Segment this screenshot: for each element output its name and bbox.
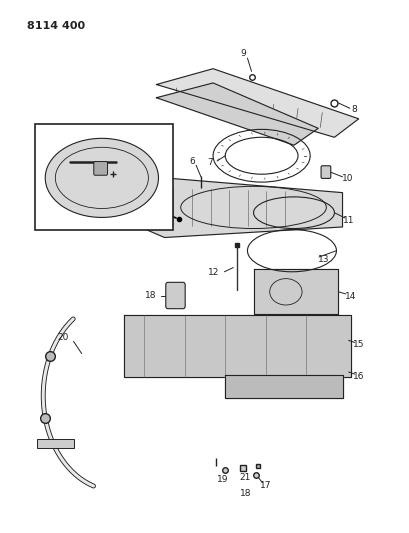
Text: 21: 21	[238, 473, 250, 482]
Text: 13: 13	[317, 255, 329, 264]
Text: 4: 4	[122, 176, 127, 185]
Text: 11: 11	[342, 215, 354, 224]
Ellipse shape	[45, 139, 158, 217]
Text: 8114 400: 8114 400	[27, 21, 85, 31]
Text: 18: 18	[239, 489, 251, 498]
Polygon shape	[156, 83, 317, 145]
Text: 18: 18	[145, 291, 156, 300]
Bar	[37, 439, 73, 448]
Text: 5: 5	[123, 191, 128, 200]
Text: 14: 14	[344, 292, 355, 301]
FancyBboxPatch shape	[320, 166, 330, 179]
FancyBboxPatch shape	[165, 282, 185, 309]
Polygon shape	[156, 69, 358, 138]
Text: 8: 8	[350, 105, 356, 114]
Text: 3: 3	[115, 161, 120, 169]
Polygon shape	[225, 375, 342, 398]
Text: 17: 17	[259, 481, 271, 490]
Text: 20: 20	[57, 333, 68, 342]
Text: 7: 7	[207, 158, 213, 167]
Text: 6: 6	[189, 157, 194, 166]
Text: 15: 15	[352, 340, 364, 349]
FancyBboxPatch shape	[94, 161, 107, 175]
Polygon shape	[124, 315, 350, 377]
Bar	[35, 124, 172, 230]
Polygon shape	[253, 269, 338, 314]
Text: 1: 1	[43, 154, 48, 163]
Text: 9: 9	[240, 50, 246, 59]
Text: 12: 12	[208, 268, 219, 277]
Text: 10: 10	[341, 174, 352, 183]
Text: 16: 16	[352, 372, 364, 381]
Text: 2: 2	[90, 144, 95, 153]
Polygon shape	[136, 178, 342, 238]
Text: 19: 19	[217, 474, 228, 483]
